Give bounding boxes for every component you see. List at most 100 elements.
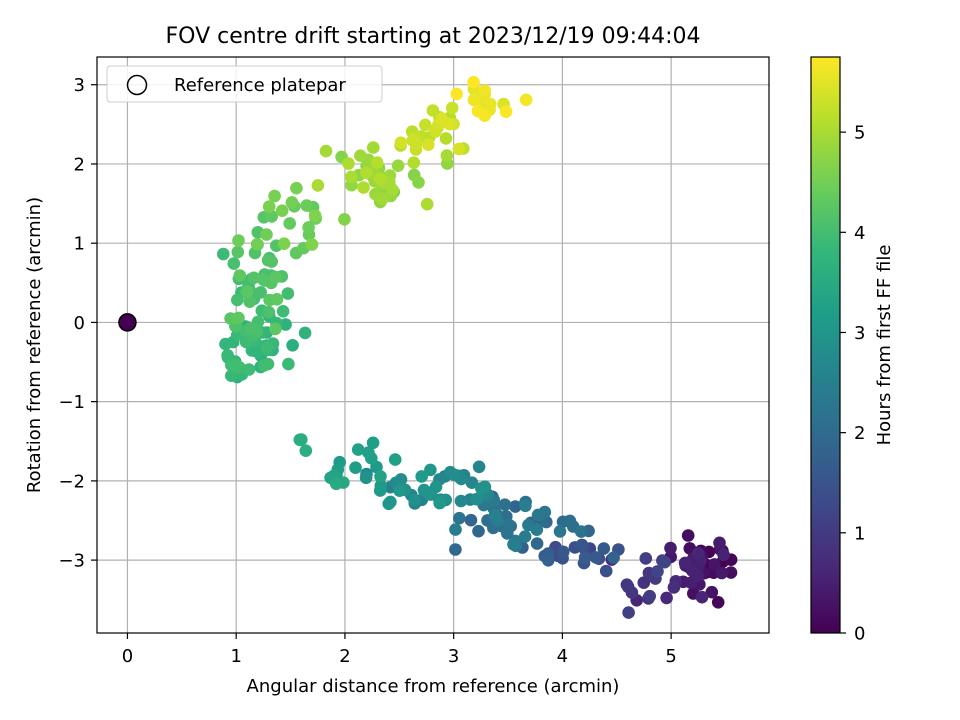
data-point <box>713 536 726 550</box>
data-point <box>354 149 367 162</box>
data-point <box>470 492 483 506</box>
data-point <box>678 556 692 570</box>
data-point <box>439 132 453 145</box>
data-point <box>519 499 532 513</box>
colorbar-tick-label: 3 <box>854 323 865 344</box>
data-point <box>262 305 276 319</box>
colorbar-tick-label: 4 <box>854 223 865 244</box>
data-point <box>426 104 440 117</box>
data-point <box>681 529 695 542</box>
data-point <box>651 565 664 578</box>
data-point <box>472 524 485 538</box>
data-point <box>265 210 279 223</box>
data-point <box>268 189 281 203</box>
data-point <box>507 538 520 551</box>
data-point <box>408 493 421 507</box>
data-point <box>230 359 243 372</box>
x-tick-label: 1 <box>230 646 241 667</box>
data-point <box>622 606 635 619</box>
data-point <box>227 257 241 270</box>
data-point <box>449 543 462 556</box>
data-point <box>250 238 264 251</box>
y-axis-ticks: −3 −2 −1 0 1 2 3 <box>58 75 97 572</box>
data-point <box>717 548 730 562</box>
data-point <box>664 541 677 555</box>
scatter-points <box>217 75 738 619</box>
data-point <box>349 461 362 475</box>
data-point <box>422 138 435 151</box>
data-point <box>244 321 257 335</box>
data-point <box>391 159 405 172</box>
data-point <box>269 322 282 336</box>
data-point <box>450 87 464 101</box>
data-point <box>478 109 492 122</box>
data-point <box>692 547 705 560</box>
data-point <box>447 468 461 482</box>
data-point <box>384 495 397 509</box>
data-point <box>530 523 544 536</box>
data-point <box>509 500 522 513</box>
data-point <box>467 75 480 89</box>
data-point <box>620 578 634 591</box>
x-axis-label: Angular distance from reference (arcmin) <box>247 676 620 697</box>
y-tick-label: 0 <box>74 313 85 334</box>
data-point <box>443 117 456 131</box>
data-point <box>643 589 656 603</box>
data-point <box>499 105 513 118</box>
data-point <box>270 293 284 306</box>
data-point <box>429 480 443 494</box>
colorbar-ticks: 0 1 2 3 4 5 <box>840 123 865 645</box>
data-point <box>467 93 481 107</box>
data-point <box>285 196 299 209</box>
data-point <box>370 156 384 169</box>
data-point <box>518 530 532 543</box>
data-point <box>357 181 370 194</box>
data-point <box>299 444 313 458</box>
data-point <box>329 477 343 491</box>
colorbar-tick-label: 5 <box>854 123 865 144</box>
x-axis-ticks: 0 1 2 3 4 5 <box>122 633 677 667</box>
chart-title: FOV centre drift starting at 2023/12/19 … <box>166 24 701 49</box>
data-point <box>440 149 454 162</box>
colorbar-tick-label: 1 <box>854 523 865 544</box>
data-point <box>502 518 516 532</box>
data-point <box>217 247 230 261</box>
data-point <box>231 293 244 307</box>
data-point <box>578 551 592 564</box>
data-point <box>454 494 468 508</box>
data-point <box>724 566 738 579</box>
data-point <box>319 144 333 158</box>
data-point <box>530 537 544 550</box>
data-point <box>498 498 512 512</box>
data-point <box>478 480 492 494</box>
data-point <box>388 453 402 466</box>
data-point <box>531 508 545 522</box>
data-point <box>367 141 380 154</box>
data-point <box>472 460 486 474</box>
data-point <box>589 551 603 564</box>
data-point <box>360 166 373 180</box>
data-point <box>305 238 319 251</box>
data-point <box>260 228 273 241</box>
data-point <box>219 337 232 351</box>
legend-box <box>106 65 383 103</box>
data-point <box>277 237 291 250</box>
data-point <box>233 269 247 282</box>
data-point <box>241 285 254 298</box>
data-point <box>394 136 408 149</box>
x-tick-label: 3 <box>448 646 459 667</box>
data-point <box>424 463 437 477</box>
colorbar <box>810 56 841 634</box>
legend-marker-icon <box>126 74 148 96</box>
data-point <box>407 156 421 169</box>
data-point <box>465 476 479 490</box>
data-point <box>260 340 274 354</box>
data-point <box>575 538 589 552</box>
data-point <box>557 545 570 559</box>
data-point <box>607 551 620 564</box>
data-point <box>269 270 283 284</box>
data-point <box>281 287 295 300</box>
data-point <box>261 253 275 267</box>
y-tick-label: 2 <box>74 154 85 175</box>
